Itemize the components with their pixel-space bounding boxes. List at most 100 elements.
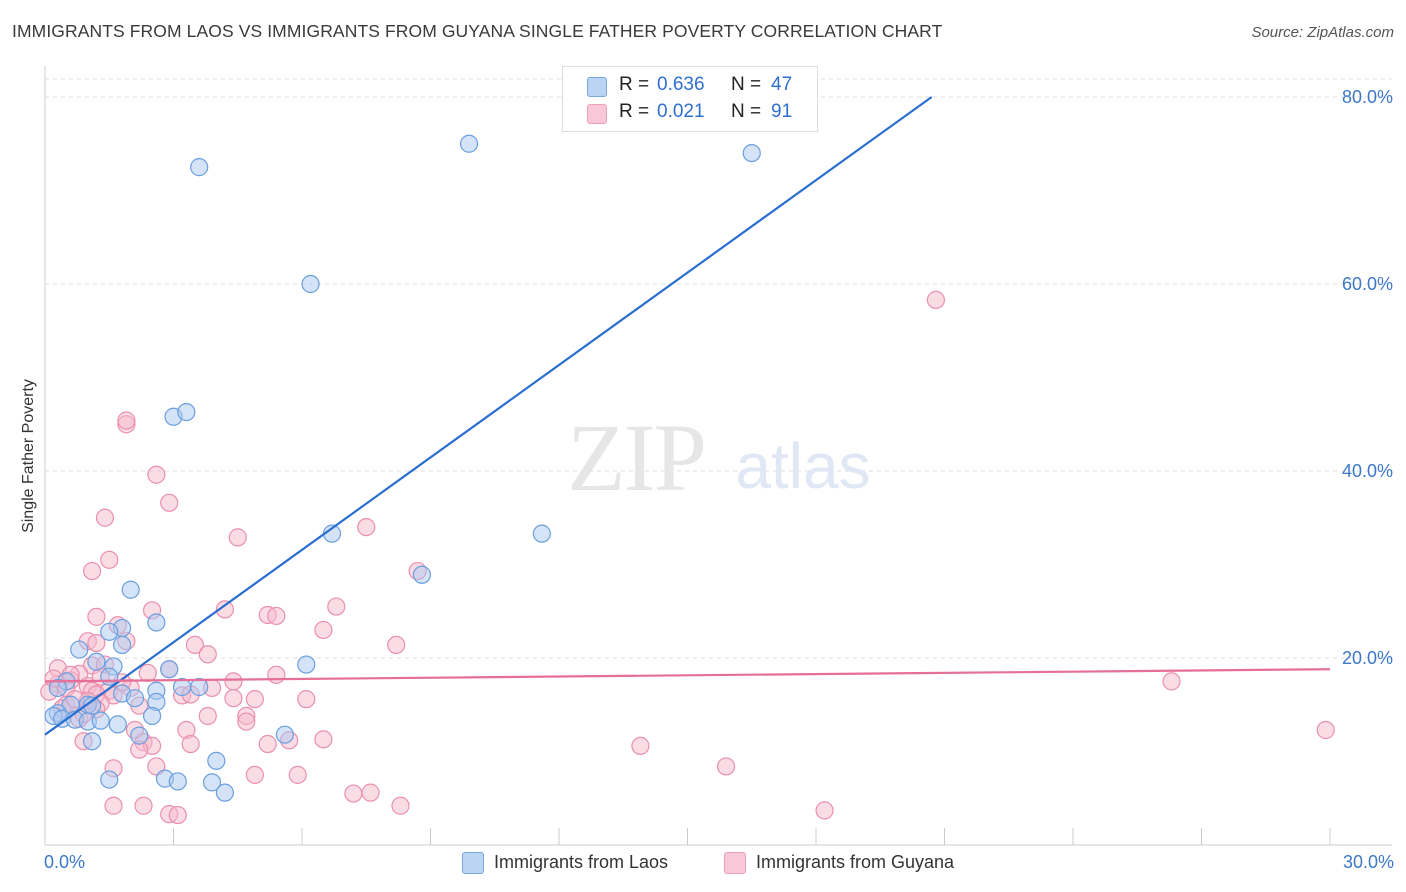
laos-point (207, 751, 226, 770)
laos-point (91, 711, 110, 730)
legend-swatch-laos (587, 77, 607, 97)
guyana-point (147, 465, 166, 484)
guyana-point (198, 706, 217, 726)
laos-point (83, 732, 102, 751)
laos-point (121, 580, 140, 599)
grid-lines (45, 78, 1392, 659)
x-tick-label-max: 30.0% (1342, 852, 1394, 872)
laos-point (100, 770, 119, 789)
guyana-point (237, 712, 256, 731)
guyana-point (1316, 720, 1335, 740)
laos-point (125, 689, 145, 708)
guyana-point (631, 736, 650, 755)
guyana-point (224, 672, 243, 691)
guyana-point (357, 517, 376, 537)
watermark-zip: ZIP (567, 404, 705, 511)
laos-point (100, 667, 119, 686)
guyana-point (267, 606, 286, 626)
guyana-points (40, 290, 1335, 825)
laos-point (147, 613, 166, 632)
laos-point (215, 783, 234, 802)
legend-n-value: 47 (771, 74, 793, 95)
laos-point (297, 655, 316, 674)
laos-point (190, 677, 209, 697)
legend-n-label: N = (731, 74, 762, 95)
y-tick-label: 80.0% (1342, 87, 1393, 107)
guyana-point (83, 561, 102, 581)
guyana-point (1162, 672, 1181, 691)
guyana-point (134, 796, 153, 815)
guyana-point (297, 690, 316, 709)
laos-point (275, 725, 294, 744)
laos-trend-line (44, 96, 933, 736)
guyana-point (716, 757, 736, 776)
guyana-point (245, 765, 264, 784)
legend-r-value: 0.636 (657, 74, 705, 95)
guyana-point (181, 734, 200, 754)
laos-point (112, 635, 132, 655)
guyana-point (815, 801, 834, 820)
legend-n-value: 91 (771, 101, 793, 122)
laos-point (142, 706, 162, 726)
legend-swatch-guyana (587, 104, 607, 124)
x-tick-label-min: 0.0% (44, 852, 86, 872)
guyana-point (288, 765, 307, 784)
laos-point (459, 134, 479, 153)
y-tick-labels: 20.0% 40.0% 60.0% 80.0% (1342, 87, 1393, 668)
guyana-point (387, 635, 406, 655)
guyana-point (160, 493, 179, 512)
guyana-point (138, 663, 157, 683)
series-swatch-guyana (724, 852, 746, 874)
laos-point (48, 678, 67, 698)
trend-lines (44, 96, 1331, 736)
guyana-point (926, 290, 946, 309)
laos-point (742, 144, 761, 163)
laos-point (177, 402, 196, 422)
laos-point (160, 660, 179, 679)
guyana-point (314, 620, 333, 640)
series-legend-label: Immigrants from Laos (494, 852, 669, 872)
y-tick-label: 20.0% (1342, 648, 1393, 668)
guyana-point (87, 633, 106, 653)
chart-title: IMMIGRANTS FROM LAOS VS IMMIGRANTS FROM … (12, 21, 943, 41)
guyana-point (228, 528, 247, 547)
legend-n-label: N = (731, 101, 762, 122)
guyana-point (168, 805, 187, 825)
laos-point (532, 524, 551, 543)
guyana-point (361, 783, 380, 802)
laos-point (130, 726, 149, 745)
y-tick-label: 60.0% (1342, 274, 1393, 294)
guyana-point (344, 784, 363, 803)
guyana-point (95, 508, 115, 527)
guyana-point (185, 635, 205, 655)
guyana-point (87, 607, 106, 626)
guyana-point (100, 550, 119, 569)
source-credit: Source: ZipAtlas.com (1251, 24, 1394, 41)
guyana-point (224, 689, 243, 708)
guyana-point (258, 734, 277, 754)
laos-point (168, 772, 187, 791)
watermark: ZIP atlas (567, 404, 871, 511)
guyana-point (391, 796, 410, 815)
guyana-point (245, 690, 264, 709)
guyana-point (104, 796, 123, 815)
guyana-point (314, 730, 333, 749)
guyana-point (215, 600, 234, 619)
series-swatch-laos (462, 852, 484, 874)
watermark-atlas: atlas (735, 430, 870, 502)
guyana-point (267, 665, 286, 684)
legend-r-label: R = (619, 101, 650, 122)
guyana-point (117, 411, 136, 430)
laos-point (412, 565, 432, 584)
legend-r-value: 0.021 (657, 101, 705, 122)
laos-point (108, 715, 127, 734)
laos-point (87, 652, 106, 671)
guyana-trend-line (44, 668, 1331, 683)
laos-point (100, 622, 119, 641)
laos-point (301, 274, 320, 294)
series-legend-label: Immigrants from Guyana (756, 852, 955, 872)
legend-r-label: R = (619, 74, 650, 95)
correlation-legend: R = 0.636 N = 47 R = 0.021 N = 91 (562, 66, 818, 132)
laos-point (70, 640, 89, 659)
